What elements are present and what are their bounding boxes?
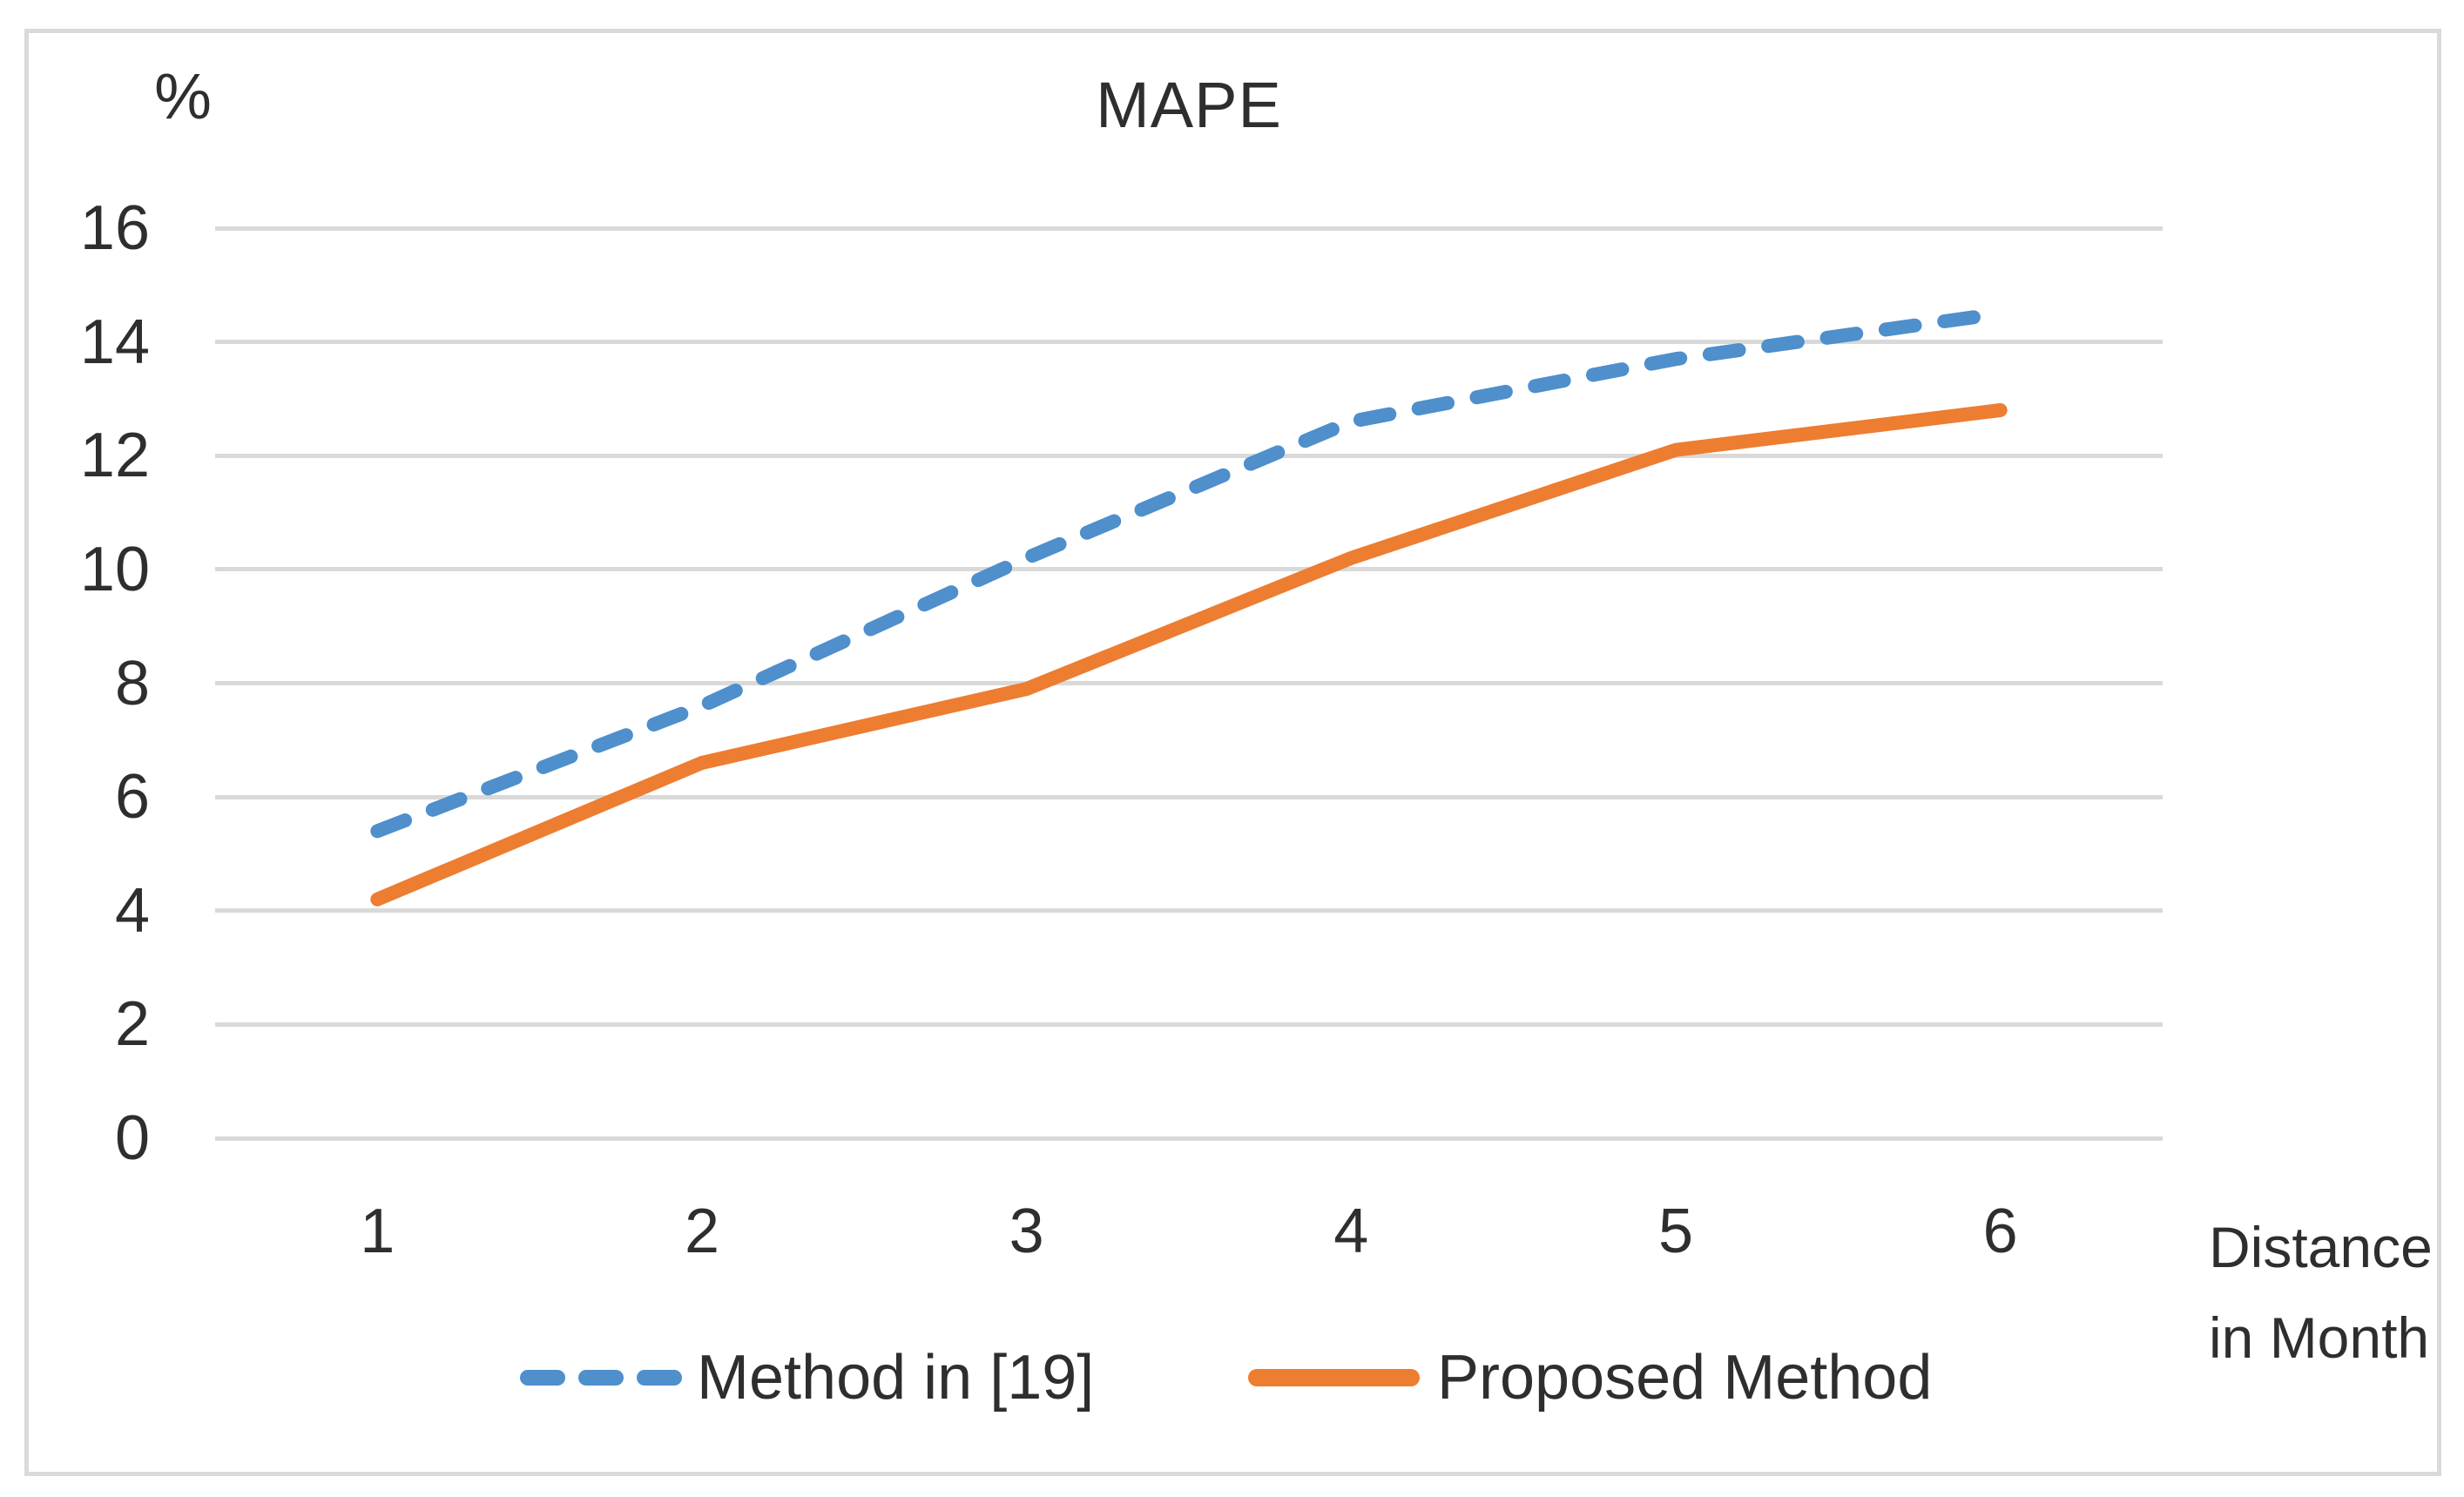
gridline-y-4	[215, 908, 2163, 914]
legend-dash-segment	[637, 1370, 682, 1386]
legend-label-proposed-method: Proposed Method	[1437, 1343, 1933, 1413]
y-tick-label-2: 2	[114, 989, 150, 1060]
gridline-y-8	[215, 681, 2163, 685]
gridline-y-14	[215, 340, 2163, 345]
legend-marker-solid-line	[1248, 1369, 1420, 1386]
x-tick-label-4: 4	[1333, 1197, 1369, 1266]
y-axis-unit-label: %	[154, 60, 212, 132]
series-line-method-in-19-	[370, 306, 2008, 839]
gridline-y-0	[215, 1136, 2163, 1141]
x-axis-label-line2: in Month	[2209, 1305, 2430, 1370]
y-tick-label-12: 12	[79, 421, 150, 491]
x-axis-label: Distance in Month	[2209, 1202, 2453, 1383]
y-tick-label-16: 16	[79, 193, 150, 263]
chart-title: MAPE	[1096, 69, 1282, 141]
legend-dash-segment	[578, 1370, 624, 1386]
y-tick-label-8: 8	[114, 648, 150, 718]
x-tick-label-2: 2	[684, 1197, 720, 1266]
legend-marker-dashed-line	[520, 1370, 682, 1386]
y-tick-label-0: 0	[114, 1103, 150, 1173]
y-tick-label-14: 14	[79, 307, 150, 377]
legend: Method in [19] Proposed Method	[0, 1341, 2464, 1428]
series-line-proposed-method	[370, 403, 2008, 907]
y-tick-label-4: 4	[114, 875, 150, 946]
y-tick-label-10: 10	[79, 534, 150, 604]
chart-frame	[24, 29, 2441, 1476]
x-tick-label-3: 3	[1009, 1197, 1044, 1266]
x-tick-label-6: 6	[1982, 1197, 2018, 1266]
x-axis-label-line1: Distance	[2209, 1215, 2433, 1279]
x-tick-label-5: 5	[1657, 1197, 1694, 1266]
gridline-y-10	[215, 567, 2163, 572]
gridline-y-6	[215, 794, 2163, 799]
gridline-y-12	[215, 453, 2163, 458]
x-tick-label-1: 1	[360, 1197, 395, 1266]
legend-label-method-in-19: Method in [19]	[697, 1343, 1095, 1413]
legend-dash-segment	[520, 1370, 565, 1386]
gridline-y-2	[215, 1022, 2163, 1027]
gridline-y-16	[215, 226, 2163, 231]
y-tick-label-6: 6	[114, 762, 150, 833]
